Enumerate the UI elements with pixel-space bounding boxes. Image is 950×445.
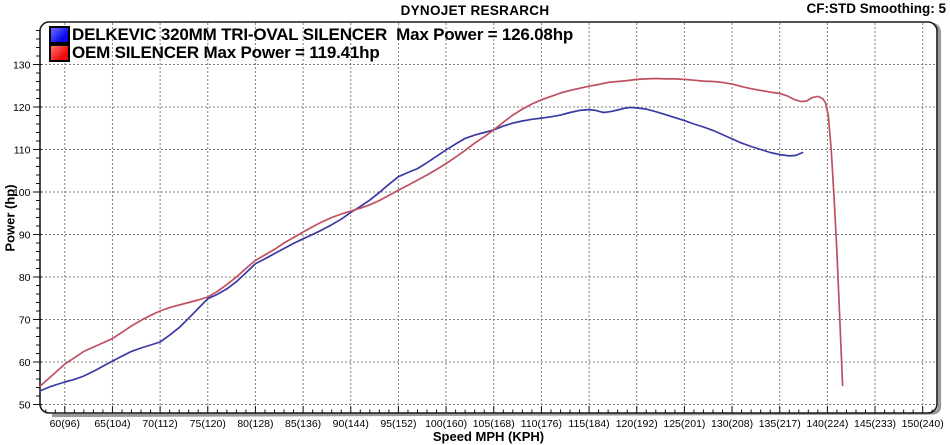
x-tick-label: 110(176) xyxy=(521,418,562,430)
x-tick-label: 125(201) xyxy=(663,418,705,430)
x-tick-label: 90(144) xyxy=(333,418,369,430)
y-tick-label: 90 xyxy=(19,229,31,241)
frame-shadow xyxy=(51,22,942,418)
legend-label-oem: OEM SILENCER Max Power = 119.41hp xyxy=(72,43,380,62)
x-tick-label: 145(233) xyxy=(854,418,896,430)
y-tick-label: 60 xyxy=(19,357,31,369)
chart-legend: DELKEVIC 320MM TRI-OVAL SILENCER Max Pow… xyxy=(49,25,574,62)
x-tick-label: 135(217) xyxy=(759,418,801,430)
x-tick-label: 105(168) xyxy=(473,418,515,430)
y-axis-title: Power (hp) xyxy=(2,184,18,252)
x-tick-label: 140(224) xyxy=(806,418,848,430)
x-tick-label: 150(240) xyxy=(902,418,944,430)
y-tick-label: 120 xyxy=(13,102,31,114)
legend-item-delkevic: DELKEVIC 320MM TRI-OVAL SILENCER Max Pow… xyxy=(49,25,574,44)
x-tick-label: 100(160) xyxy=(425,418,467,430)
y-tick-label: 80 xyxy=(19,272,31,284)
x-tick-label: 60(96) xyxy=(50,418,80,430)
page-title: DYNOJET RESRARCH xyxy=(400,3,550,18)
x-tick-label: 80(128) xyxy=(237,418,273,430)
x-tick-label: 95(152) xyxy=(380,418,416,430)
y-tick-label: 110 xyxy=(14,144,31,156)
y-tick-label: 50 xyxy=(19,399,31,411)
blue-curve xyxy=(39,106,804,392)
plot-frame xyxy=(39,21,938,414)
x-tick-label: 75(120) xyxy=(190,418,226,430)
x-tick-label: 115(184) xyxy=(568,418,609,430)
y-tick-label: 70 xyxy=(19,314,31,326)
blue-series-swatch-icon xyxy=(49,26,70,44)
x-tick-label: 85(136) xyxy=(285,418,321,430)
cf-smoothing-label: CF:STD Smoothing: 5 xyxy=(806,1,946,16)
red-curve xyxy=(39,77,844,388)
x-axis-title: Speed MPH (KPH) xyxy=(432,429,545,444)
x-tick-label: 70(112) xyxy=(142,418,177,430)
y-tick-label: 100 xyxy=(13,187,31,199)
legend-label-delkevic: DELKEVIC 320MM TRI-OVAL SILENCER Max Pow… xyxy=(72,25,574,44)
y-tick-label: 130 xyxy=(13,59,31,71)
legend-item-oem: OEM SILENCER Max Power = 119.41hp xyxy=(49,43,573,62)
x-tick-label: 65(104) xyxy=(94,418,130,430)
x-tick-label: 120(192) xyxy=(616,418,658,430)
red-series-swatch-icon xyxy=(49,44,70,62)
x-tick-label: 130(208) xyxy=(711,418,753,430)
